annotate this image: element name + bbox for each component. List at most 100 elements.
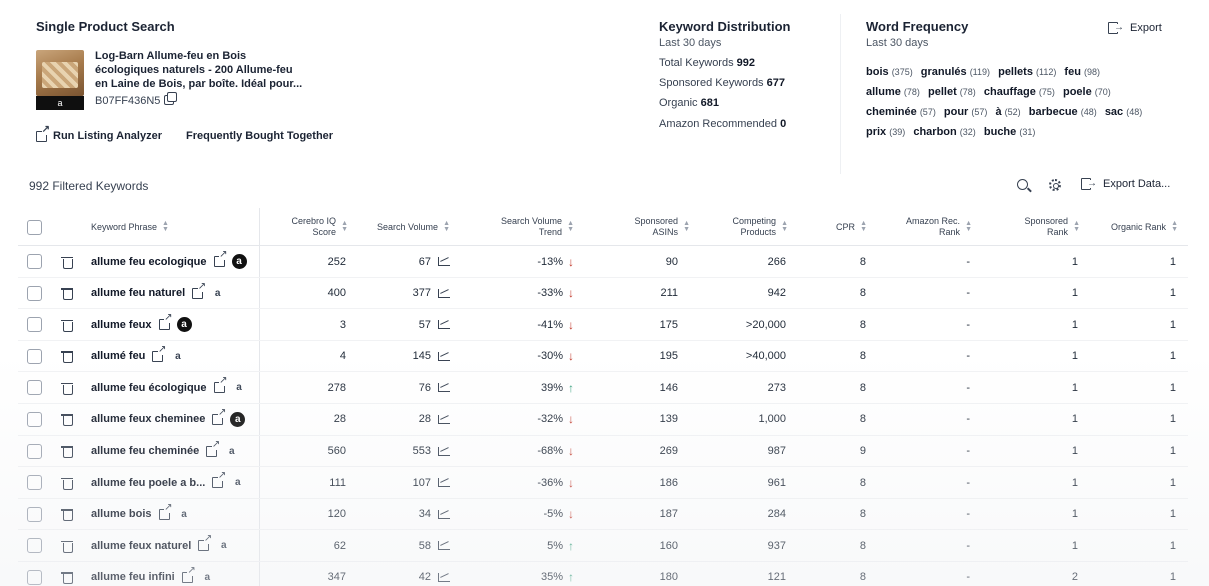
row-checkbox[interactable]: [27, 348, 42, 364]
line-chart-icon[interactable]: [438, 572, 450, 582]
col-search-volume-trend[interactable]: Search Volume Trend ▲ ▼: [468, 208, 574, 246]
line-chart-icon[interactable]: [438, 288, 450, 298]
word-frequency-item[interactable]: granulés (119): [921, 66, 990, 78]
line-chart-icon[interactable]: [438, 257, 450, 266]
line-chart-icon[interactable]: [438, 383, 450, 393]
row-checkbox[interactable]: [27, 475, 42, 491]
col-keyword-phrase[interactable]: Keyword Phrase ▲ ▼: [91, 208, 169, 246]
select-all-checkbox[interactable]: [27, 219, 42, 235]
export-button[interactable]: Export: [1108, 22, 1162, 34]
word-frequency-item[interactable]: allume (78): [866, 86, 920, 98]
external-link-icon[interactable]: [213, 376, 228, 394]
external-link-icon[interactable]: [158, 502, 173, 520]
col-cpr[interactable]: CPR ▲ ▼: [808, 208, 867, 246]
trash-icon[interactable]: [61, 571, 73, 585]
word-frequency-item[interactable]: à (52): [995, 106, 1020, 118]
search-volume-trend: 5%: [547, 539, 563, 552]
row-checkbox[interactable]: [27, 380, 42, 396]
row-checkbox[interactable]: [27, 443, 42, 459]
trash-icon[interactable]: [61, 256, 73, 269]
col-competing-products[interactable]: Competing Products ▲ ▼: [698, 208, 788, 246]
line-chart-icon[interactable]: [438, 351, 450, 361]
word-frequency-item[interactable]: buche (31): [984, 126, 1035, 138]
table-row[interactable]: allume feu écologique a 278 76 39% ↑ 146 273 8 - 1…: [18, 372, 1188, 404]
cpr-cell: 8: [808, 341, 866, 372]
run-listing-analyzer-button[interactable]: Run Listing Analyzer: [36, 124, 162, 148]
search-volume-trend: -36%: [537, 476, 563, 489]
word-frequency-item[interactable]: prix (39): [866, 126, 905, 138]
word-frequency-item[interactable]: chauffage (75): [984, 86, 1055, 98]
line-chart-icon[interactable]: [438, 478, 450, 488]
row-checkbox[interactable]: [27, 538, 42, 554]
line-chart-icon[interactable]: [438, 446, 450, 456]
trash-icon[interactable]: [61, 477, 73, 490]
word-frequency-item[interactable]: poele (70): [1063, 86, 1111, 98]
word-frequency-item[interactable]: cheminée (57): [866, 106, 936, 118]
row-checkbox[interactable]: [27, 317, 42, 333]
trash-icon[interactable]: [61, 319, 73, 332]
table-row[interactable]: allume feu ecologiquea25267-13%↓902668-1…: [18, 246, 1188, 278]
table-row[interactable]: allume feux cheminee a 28 28 -32% ↓ 139 1,000 8 -…: [18, 404, 1188, 436]
row-checkbox[interactable]: [27, 254, 42, 269]
word-frequency-item[interactable]: pellet (78): [928, 86, 976, 98]
competing-products: 961: [767, 476, 786, 489]
external-link-icon[interactable]: [192, 281, 207, 299]
table-row[interactable]: allume feu naturel a 400 377 -33% ↓ 211 942 8 - 1 1: [18, 278, 1188, 310]
external-link-icon[interactable]: [152, 344, 167, 362]
keyword-phrase: allume feu ecologique: [91, 255, 207, 268]
word-frequency-item[interactable]: charbon (32): [913, 126, 975, 138]
trash-icon[interactable]: [61, 508, 73, 522]
line-chart-icon[interactable]: [438, 320, 450, 330]
table-row[interactable]: allume feu cheminée a 560 553 -68% ↓ 269 987 9 - 1…: [18, 436, 1188, 468]
copy-icon[interactable]: [164, 92, 178, 105]
word-frequency-item[interactable]: pellets (112): [998, 66, 1056, 78]
col-organic-rank[interactable]: Organic Rank ▲ ▼: [1088, 208, 1178, 246]
word-frequency-item[interactable]: barbecue (48): [1029, 106, 1097, 118]
line-chart-icon[interactable]: [438, 414, 450, 424]
external-link-icon[interactable]: [206, 439, 221, 457]
trash-icon[interactable]: [61, 540, 73, 553]
product-thumbnail[interactable]: a: [36, 50, 84, 110]
frequently-bought-together-button[interactable]: Frequently Bought Together: [186, 124, 334, 148]
external-link-icon[interactable]: [213, 250, 228, 267]
product-name[interactable]: Log-Barn Allume-feu en Bois écologiques …: [95, 50, 303, 90]
trash-icon[interactable]: [61, 382, 73, 395]
line-chart-icon[interactable]: [438, 509, 450, 519]
word-frequency-item[interactable]: sac (48): [1105, 106, 1142, 118]
table-row[interactable]: allume bois a 120 34 -5% ↓ 187 284 8 - 1 1: [18, 499, 1188, 531]
table-row[interactable]: allume feux naturel a 62 58 5% ↑ 160 937 8 - 1 1: [18, 530, 1188, 562]
export-data-button[interactable]: Export Data...: [1081, 178, 1170, 190]
word-frequency-item[interactable]: bois (375): [866, 66, 913, 78]
col-sponsored-asins[interactable]: Sponsored ASINs ▲ ▼: [588, 208, 690, 246]
col-sponsored-label-1: Sponsored: [634, 216, 679, 226]
cerebro-iq-score-cell: 62: [268, 530, 346, 561]
search-icon[interactable]: [1017, 179, 1028, 190]
cerebro-iq-score: 120: [327, 508, 346, 521]
row-checkbox[interactable]: [27, 411, 42, 427]
col-amazon-rec-rank[interactable]: Amazon Rec. Rank ▲ ▼: [878, 208, 972, 246]
col-cerebro-iq-score[interactable]: Cerebro IQ Score ▲ ▼: [268, 208, 348, 246]
row-checkbox-cell: [27, 562, 42, 586]
table-row[interactable]: allumé feu a 4 145 -30% ↓ 195 >40,000 8 - 1 1: [18, 341, 1188, 373]
line-chart-icon[interactable]: [438, 541, 450, 551]
word-frequency-item[interactable]: feu (98): [1064, 66, 1100, 78]
external-link-icon[interactable]: [212, 407, 227, 425]
row-checkbox[interactable]: [27, 285, 42, 301]
trash-icon[interactable]: [61, 350, 73, 364]
table-row[interactable]: allume feu poele a b... a 111 107 -36% ↓ 186 96…: [18, 467, 1188, 499]
external-link-icon[interactable]: [198, 534, 213, 552]
trash-icon[interactable]: [61, 287, 73, 301]
col-sponsored-rank[interactable]: Sponsored Rank ▲ ▼: [988, 208, 1080, 246]
gear-icon[interactable]: [1049, 179, 1061, 191]
table-row[interactable]: allume feu infini a 347 42 35% ↑ 180 121 8 - 2 1: [18, 562, 1188, 586]
trash-icon[interactable]: [61, 413, 73, 427]
col-search-volume[interactable]: Search Volume ▲ ▼: [358, 208, 450, 246]
row-checkbox[interactable]: [27, 569, 42, 585]
trash-icon[interactable]: [61, 445, 73, 459]
table-row[interactable]: allume feux a 3 57 -41% ↓ 175 >20,000 8 - 1 1: [18, 309, 1188, 341]
external-link-icon[interactable]: [212, 471, 227, 489]
row-checkbox[interactable]: [27, 506, 42, 522]
external-link-icon[interactable]: [158, 313, 173, 331]
external-link-icon[interactable]: [181, 565, 196, 583]
word-frequency-item[interactable]: pour (57): [944, 106, 988, 118]
